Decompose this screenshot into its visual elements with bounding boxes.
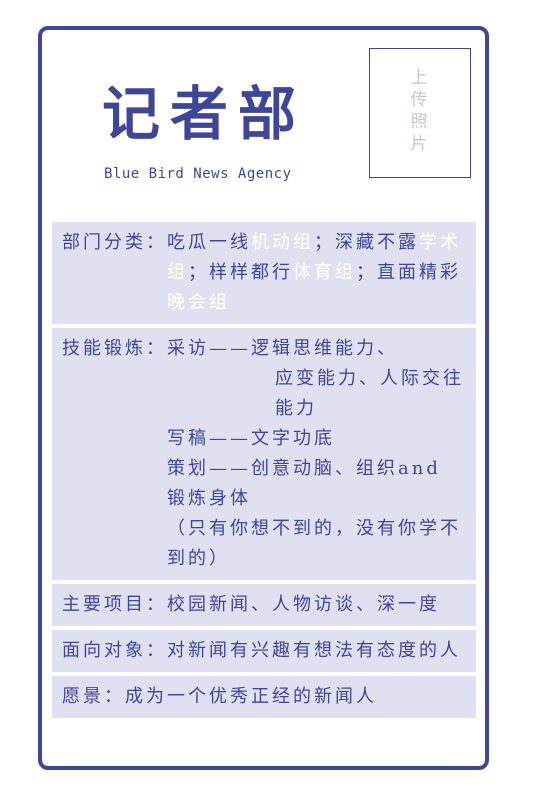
category-text: 吃瓜一线 <box>167 232 251 253</box>
skill-line-note: （只有你想不到的，没有你学不到的） <box>167 518 461 569</box>
section-vision: 愿景： 成为一个优秀正经的新闻人 <box>52 676 476 718</box>
category-text: ；直面精彩 <box>356 262 461 283</box>
category-text: ；样样都行 <box>188 262 293 283</box>
department-card: 记者部 Blue Bird News Agency 上 传 照 片 部门分类： … <box>38 26 489 770</box>
photo-upload-label: 上 传 照 片 <box>370 67 470 155</box>
category-text: ；深藏不露 <box>314 232 419 253</box>
photo-char: 传 <box>410 90 430 110</box>
group-name-highlight: 学术组 <box>167 232 461 283</box>
vision-text: 成为一个优秀正经的新闻人 <box>125 686 377 707</box>
section-label: 愿景： <box>62 686 125 707</box>
section-label: 主要项目： <box>62 594 167 615</box>
group-name-highlight: 机动组 <box>251 232 314 253</box>
section-skills: 技能锻炼： 采访——逻辑思维能力、 应变能力、人际交往能力 写稿——文字功底 策… <box>52 328 476 580</box>
skill-line: 策划——创意动脑、组织and 锻炼身体 <box>167 458 441 509</box>
skill-line: 采访——逻辑思维能力、 <box>167 338 398 359</box>
page-title: 记者部 <box>102 80 307 148</box>
group-name-highlight: 晚会组 <box>167 292 230 313</box>
group-name-highlight: 体育组 <box>293 262 356 283</box>
section-label: 技能锻炼： <box>62 338 167 359</box>
skill-line-indented: 应变能力、人际交往能力 <box>275 368 464 419</box>
section-audience: 面向对象： 对新闻有兴趣有想法有态度的人 <box>52 630 476 672</box>
projects-text: 校园新闻、人物访谈、深一度 <box>167 594 440 615</box>
info-sections: 部门分类： 吃瓜一线机动组；深藏不露学术组；样样都行体育组；直面精彩晚会组 技能… <box>52 222 476 722</box>
photo-char: 片 <box>410 134 430 154</box>
photo-upload-box[interactable]: 上 传 照 片 <box>369 48 471 178</box>
category-content: 吃瓜一线机动组；深藏不露学术组；样样都行体育组；直面精彩晚会组 <box>167 228 466 318</box>
skills-content: 采访——逻辑思维能力、 应变能力、人际交往能力 写稿——文字功底 策划——创意动… <box>167 334 466 574</box>
audience-text: 对新闻有兴趣有想法有态度的人 <box>167 640 461 661</box>
section-category: 部门分类： 吃瓜一线机动组；深藏不露学术组；样样都行体育组；直面精彩晚会组 <box>52 222 476 324</box>
photo-char: 照 <box>410 112 430 132</box>
section-projects: 主要项目： 校园新闻、人物访谈、深一度 <box>52 584 476 626</box>
section-label: 部门分类： <box>62 232 167 253</box>
skill-line: 写稿——文字功底 <box>167 428 335 449</box>
agency-subtitle: Blue Bird News Agency <box>104 166 292 182</box>
section-label: 面向对象： <box>62 640 167 661</box>
photo-char: 上 <box>410 68 430 88</box>
